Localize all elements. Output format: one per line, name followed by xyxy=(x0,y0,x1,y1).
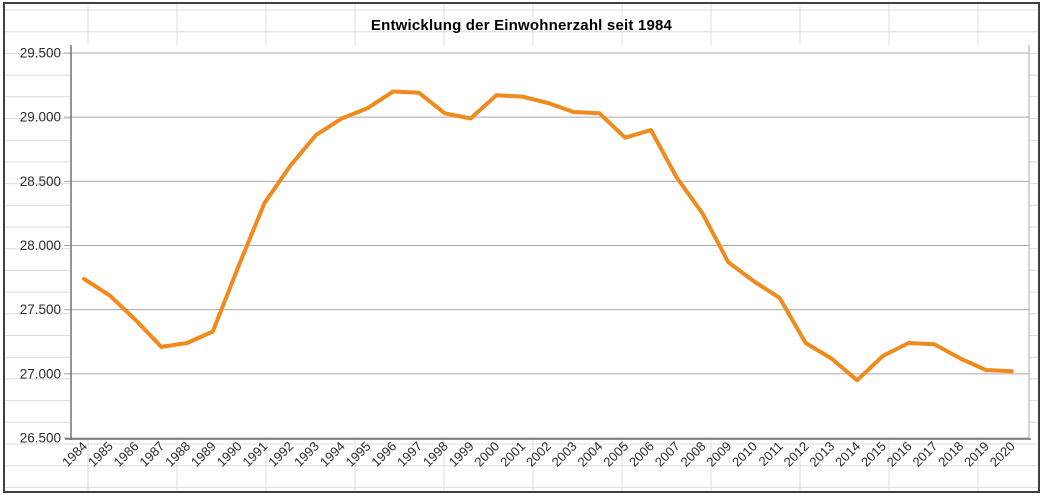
y-tick-label: 28.500 xyxy=(20,174,61,189)
x-tick-label: 2016 xyxy=(884,439,915,470)
x-tick-label: 2010 xyxy=(729,439,760,470)
x-tick-label: 1998 xyxy=(420,439,451,470)
x-tick-label: 2002 xyxy=(523,439,554,470)
x-tick-label: 2006 xyxy=(626,439,657,470)
y-tick-label: 28.000 xyxy=(20,238,61,253)
x-tick-label: 1986 xyxy=(111,439,142,470)
x-tick-label: 1988 xyxy=(162,439,193,470)
x-tick-label: 2020 xyxy=(987,439,1018,470)
x-tick-label: 2011 xyxy=(756,439,786,469)
y-tick-label: 27.500 xyxy=(20,302,61,317)
y-tick-label: 29.000 xyxy=(20,110,61,125)
x-tick-label: 1984 xyxy=(59,439,90,470)
x-tick-label: 2008 xyxy=(678,439,709,470)
x-tick-label: 1996 xyxy=(368,439,399,470)
x-tick-label: 1990 xyxy=(214,439,245,470)
x-tick-label: 2009 xyxy=(703,439,734,470)
chart-outer-border xyxy=(3,2,1040,493)
x-tick-label: 2017 xyxy=(909,439,940,470)
y-tick-label: 27.000 xyxy=(20,366,61,381)
x-tick-label: 1993 xyxy=(291,439,322,470)
x-tick-label: 2005 xyxy=(600,439,631,470)
x-tick-label: 2015 xyxy=(858,439,889,470)
x-tick-label: 2001 xyxy=(497,439,528,470)
x-tick-label: 1985 xyxy=(85,439,116,470)
x-tick-label: 1989 xyxy=(188,439,219,470)
x-tick-label: 2007 xyxy=(652,439,683,470)
population-line xyxy=(82,89,1014,383)
x-tick-label: 2019 xyxy=(961,439,992,470)
x-tick-label: 2013 xyxy=(806,439,837,470)
x-tick-label: 2012 xyxy=(781,439,812,470)
x-tick-label: 1995 xyxy=(343,439,374,470)
x-tick-label: 2004 xyxy=(574,439,605,470)
x-tick-label: 1994 xyxy=(317,439,348,470)
x-tick-label: 2003 xyxy=(549,439,580,470)
x-tick-label: 1987 xyxy=(136,439,167,470)
x-tick-label: 1999 xyxy=(446,439,477,470)
x-tick-label: 2014 xyxy=(832,439,863,470)
x-tick-label: 2000 xyxy=(471,439,502,470)
x-tick-label: 2018 xyxy=(935,439,966,470)
y-tick-label: 26.500 xyxy=(20,431,61,446)
x-tick-label: 1997 xyxy=(394,439,425,470)
x-tick-label: 1992 xyxy=(265,439,296,470)
y-tick-label: 29.500 xyxy=(20,46,61,61)
